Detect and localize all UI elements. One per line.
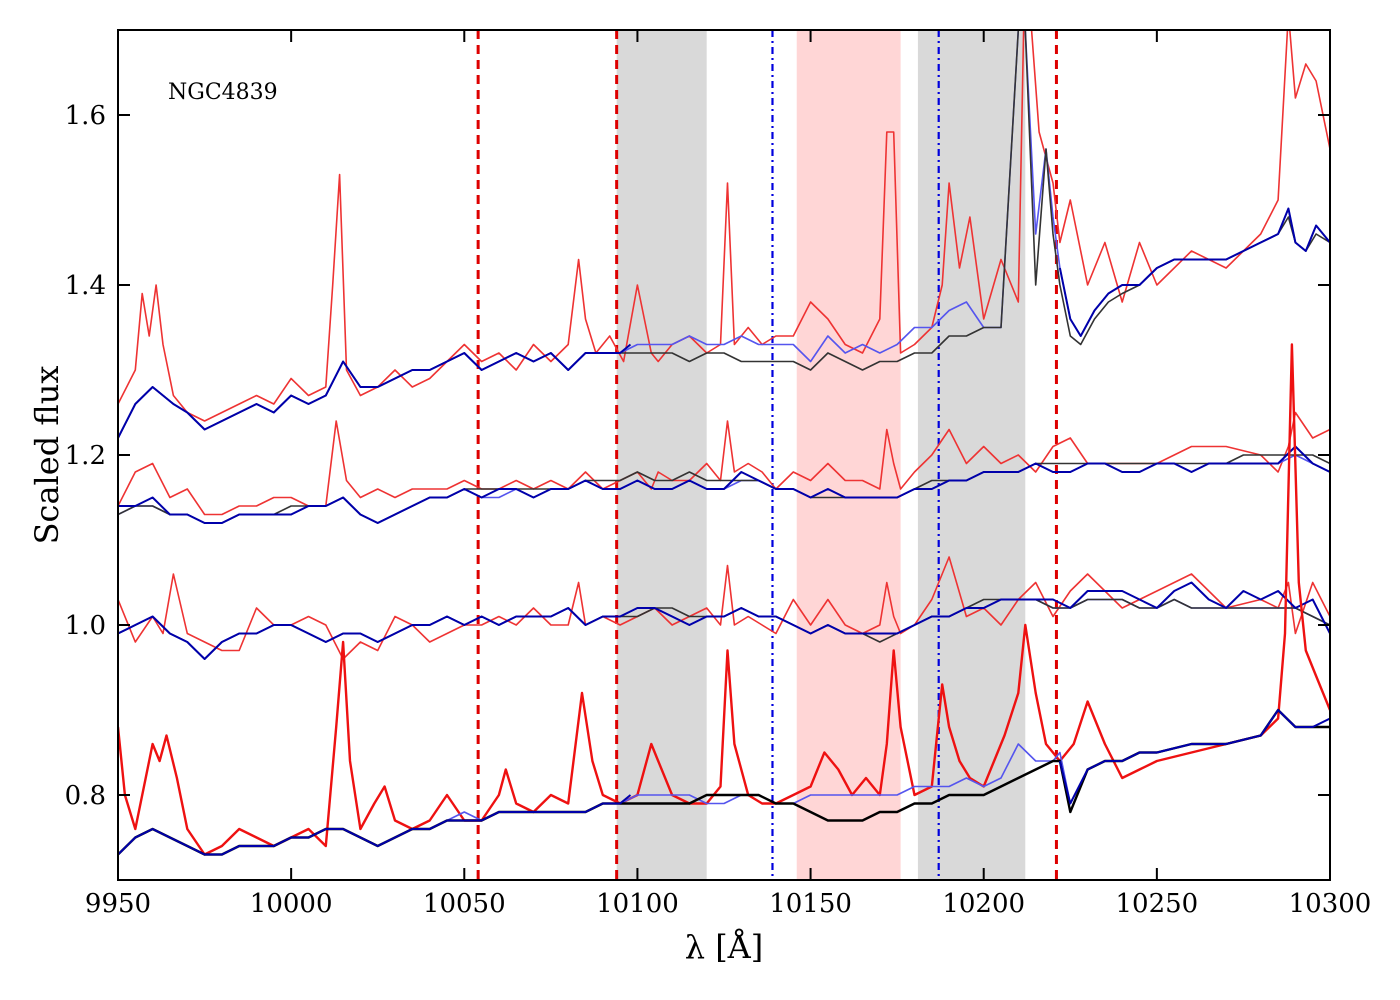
y-tick-label: 0.8 <box>65 781 106 811</box>
x-tick-label: 10050 <box>423 889 506 919</box>
spectrum-1-emission <box>118 30 1330 422</box>
spectrum-4-darkblue <box>118 794 632 856</box>
reference-lines <box>476 30 1058 880</box>
x-axis-title: λ [Å] <box>685 928 764 966</box>
spectrum-1-darkblue <box>118 343 632 439</box>
y-axis-title: Scaled flux <box>28 366 66 545</box>
gray-band-2 <box>917 30 1026 880</box>
spectra <box>118 30 1330 856</box>
shaded-bands <box>616 30 1026 880</box>
y-tick-label: 1.4 <box>65 271 106 301</box>
gray-band-1 <box>616 30 707 880</box>
spectrum-3-darkblue <box>118 581 1330 660</box>
y-tick-label: 1.6 <box>65 101 106 131</box>
x-tick-label: 9950 <box>85 889 151 919</box>
object-label: NGC4839 <box>168 80 278 105</box>
axis-ticks: 9950 10000 10050 10100 10150 10200 10250 10300 0… <box>65 30 1372 919</box>
spectrum-2-darkblue <box>118 445 1330 524</box>
spectrum-4-emission <box>118 343 1330 856</box>
spectrum-3-emission <box>118 556 1330 660</box>
spectrum-1-darkblue-2 <box>1058 207 1330 337</box>
x-tick-label: 10300 <box>1289 889 1372 919</box>
x-tick-label: 10000 <box>250 889 333 919</box>
x-tick-label: 10200 <box>942 889 1025 919</box>
y-tick-label: 1.2 <box>65 441 106 471</box>
spectrum-4-darkblue-2 <box>1058 709 1330 805</box>
y-tick-label: 1.0 <box>65 611 106 641</box>
x-tick-label: 10100 <box>596 889 679 919</box>
x-tick-label: 10150 <box>769 889 852 919</box>
x-tick-label: 10250 <box>1115 889 1198 919</box>
